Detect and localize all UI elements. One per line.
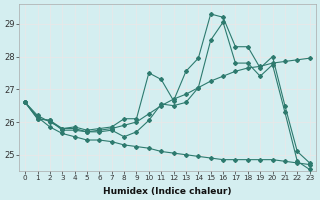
X-axis label: Humidex (Indice chaleur): Humidex (Indice chaleur) bbox=[103, 187, 232, 196]
